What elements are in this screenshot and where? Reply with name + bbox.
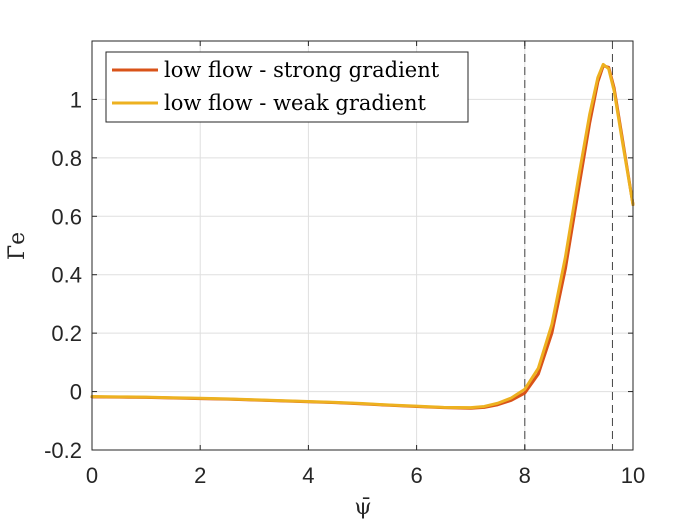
series-line-2 — [90, 62, 635, 410]
y-tick-label: 0.8 — [51, 146, 82, 171]
y-tick-label: 0.2 — [51, 321, 82, 346]
y-tick-label: 1 — [70, 87, 82, 112]
series-lines — [90, 62, 635, 410]
x-tick-label: 2 — [194, 463, 206, 488]
x-axis-label: ψ̄ — [354, 495, 371, 520]
y-tick-label: 0.4 — [51, 263, 82, 288]
x-tick-label: 10 — [621, 463, 645, 488]
legend-label: low flow - weak gradient — [164, 91, 427, 115]
legend-label: low flow - strong gradient — [164, 58, 440, 82]
x-tick-labels: 0 2 4 6 8 10 — [86, 463, 645, 488]
x-tick-label: 8 — [519, 463, 531, 488]
x-tick-label: 4 — [302, 463, 314, 488]
y-tick-label: 0.6 — [51, 204, 82, 229]
legend-box — [105, 51, 469, 123]
y-tick-labels: -0.2 0 0.2 0.4 0.6 0.8 1 — [44, 87, 82, 463]
axis-ticks — [91, 41, 634, 451]
x-tick-label: 6 — [410, 463, 422, 488]
y-tick-label: 0 — [70, 380, 82, 405]
y-axis-label: Γ̄e — [5, 232, 30, 260]
x-tick-label: 0 — [86, 463, 98, 488]
dashed-reference-lines — [524, 41, 613, 450]
plot-area-border — [91, 40, 634, 451]
legend: low flow - strong gradient low flow - wea… — [105, 51, 469, 123]
y-tick-label: -0.2 — [44, 438, 82, 463]
